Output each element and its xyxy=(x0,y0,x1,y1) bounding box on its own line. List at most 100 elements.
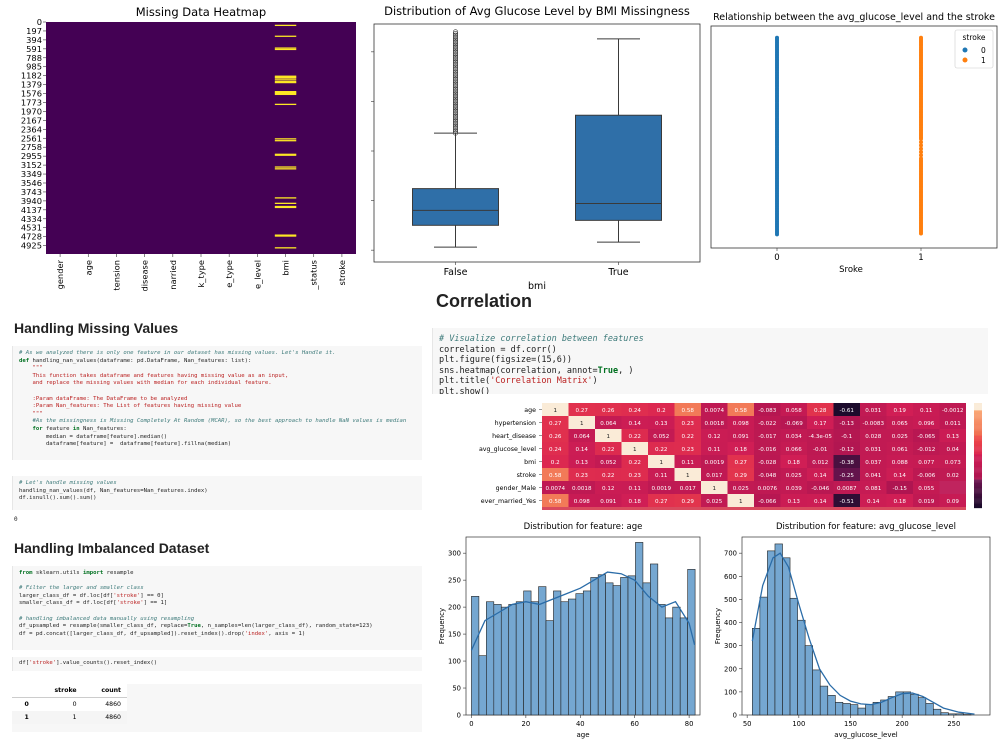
x-tick-label: 80 xyxy=(685,720,694,728)
code-line: handling_nan_values(df, Nan_features=Nan… xyxy=(19,488,416,496)
code-line: median = dataframe[feature].median() xyxy=(19,434,416,442)
table-cell: 0 xyxy=(12,698,35,712)
corr-value: 0.14 xyxy=(814,473,827,479)
y-tick-label: 250 xyxy=(448,577,461,585)
corr-value: 0.18 xyxy=(788,460,801,466)
code-line: correlation = df.corr() xyxy=(439,345,982,356)
histogram-bar xyxy=(471,596,478,715)
row-label: gender_Male xyxy=(496,485,537,492)
histogram-bar xyxy=(820,686,828,715)
corr-value: -0.38 xyxy=(840,460,855,466)
corr-value: 0.11 xyxy=(682,460,695,466)
histogram-bar xyxy=(835,702,843,715)
code-line: #As the missingness is Missing Completel… xyxy=(19,418,416,426)
code-line: # Filter the larger and smaller class xyxy=(19,585,416,593)
colorbar-segment xyxy=(974,504,982,505)
y-tick-label: 200 xyxy=(724,665,737,673)
histogram-bar xyxy=(576,594,583,715)
corr-value: 0.011 xyxy=(945,421,961,427)
corr-value: 0.11 xyxy=(708,447,721,453)
colorbar-segment xyxy=(974,431,982,432)
histogram-bar xyxy=(673,607,680,715)
corr-value: 0.22 xyxy=(655,447,667,453)
x-tick-label: e_level xyxy=(252,260,262,289)
row-label: avg_glucose_level xyxy=(479,446,536,453)
histogram-bar xyxy=(658,604,665,715)
y-tick-label: 150 xyxy=(448,631,461,639)
colorbar-segment xyxy=(974,486,982,487)
corr-value: 0.12 xyxy=(708,434,720,440)
corr-value: 0.14 xyxy=(894,473,907,479)
correlation-code[interactable]: # Visualize correlation between features… xyxy=(432,328,988,394)
colorbar-segment xyxy=(974,506,982,507)
colorbar-segment xyxy=(974,484,982,485)
colorbar-segment xyxy=(974,498,982,499)
handling-imbalanced-heading: Handling Imbalanced Dataset xyxy=(14,540,209,556)
x-tick-label: narried xyxy=(168,260,178,290)
corr-value: -0.083 xyxy=(758,408,776,414)
histogram-bar xyxy=(598,575,605,715)
corr-value: 0.11 xyxy=(629,486,642,492)
glucose-histogram-panel: Distribution for feature: avg_glucose_le… xyxy=(712,515,1000,750)
x-tick-label: k_type xyxy=(196,260,206,288)
corr-value: 0.13 xyxy=(947,434,960,440)
colorbar-segment xyxy=(974,461,982,462)
colorbar-segment xyxy=(974,417,982,418)
colorbar-segment xyxy=(974,503,982,504)
corr-value: 0.09 xyxy=(947,499,960,505)
colorbar-segment xyxy=(974,444,982,445)
value-counts-code[interactable]: df['stroke'].value_counts().reset_index(… xyxy=(12,657,422,671)
corr-value: 0.0018 xyxy=(704,421,724,427)
corr-value: 0.091 xyxy=(600,499,616,505)
histogram-bar xyxy=(903,692,911,715)
code-line xyxy=(19,578,416,586)
colorbar-segment xyxy=(974,492,982,493)
handling-missing-values-code[interactable]: # As we analyzed there is only one featu… xyxy=(12,346,422,460)
colorbar-segment xyxy=(974,429,982,430)
colorbar-segment xyxy=(974,411,982,412)
histogram-bar xyxy=(933,709,941,715)
corr-value: 0.58 xyxy=(549,499,562,505)
code-line: """ xyxy=(19,411,416,419)
colorbar-segment xyxy=(974,470,982,471)
corr-value: -0.022 xyxy=(758,421,776,427)
colorbar-segment xyxy=(974,436,982,437)
y-tick-label: 500 xyxy=(724,596,737,604)
x-tick-label: 250 xyxy=(947,720,960,728)
colorbar-segment xyxy=(974,404,982,405)
corr-value: 0.22 xyxy=(682,434,694,440)
legend-entry-label: 0 xyxy=(981,46,986,55)
colorbar-segment xyxy=(974,460,982,461)
colorbar-segment xyxy=(974,450,982,451)
y-tick-label: 0 xyxy=(457,712,461,720)
histogram-bar xyxy=(956,714,964,715)
histogram-bar xyxy=(621,577,628,715)
corr-value: -0.15 xyxy=(893,486,908,492)
colorbar-segment xyxy=(974,493,982,494)
histogram-bar xyxy=(635,542,642,715)
colorbar-segment xyxy=(974,441,982,442)
colorbar-segment xyxy=(974,501,982,502)
corr-value: 0.22 xyxy=(602,473,614,479)
x-tick-label: stroke xyxy=(337,260,347,286)
y-tick-label: 100 xyxy=(724,688,737,696)
colorbar-segment xyxy=(974,477,982,478)
corr-value: 0.091 xyxy=(733,434,749,440)
boxplot-panel: Distribution of Avg Glucose Level by BMI… xyxy=(360,0,705,300)
colorbar-segment xyxy=(974,488,982,489)
colorbar-segment xyxy=(974,408,982,409)
colorbar-segment xyxy=(974,410,982,411)
table-cell: 0 xyxy=(35,698,83,712)
histogram-bar xyxy=(628,576,635,715)
imbalanced-resampling-code[interactable]: from sklearn.utils import resample # Fil… xyxy=(12,566,422,650)
missing-value-line xyxy=(275,36,296,37)
colorbar-segment xyxy=(974,446,982,447)
histogram-bar xyxy=(561,602,568,715)
corr-value: 0.052 xyxy=(600,460,616,466)
